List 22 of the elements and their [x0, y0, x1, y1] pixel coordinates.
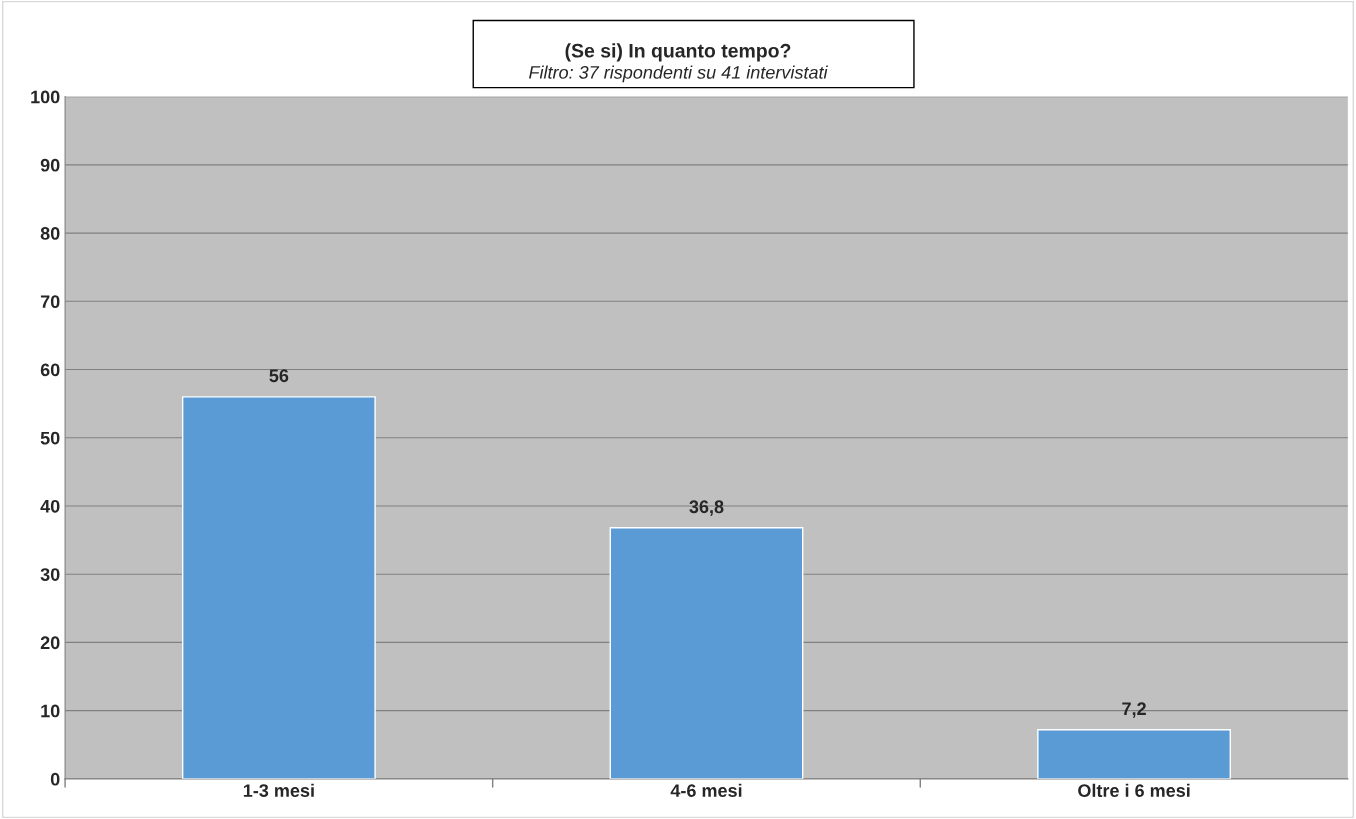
- chart-subtitle: Filtro: 37 rispondenti su 41 intervistati: [529, 65, 828, 83]
- y-tick-label: 20: [40, 636, 60, 650]
- y-tick-label: 10: [41, 704, 60, 718]
- x-tick-label: 4-6 mesi: [670, 783, 742, 797]
- chart-title: (Se si) In quanto tempo?: [565, 43, 791, 62]
- x-tick-label: Oltre i 6 mesi: [1078, 783, 1190, 797]
- y-tick-label: 90: [40, 158, 60, 172]
- bar: [1037, 729, 1231, 779]
- y-tick-label: 50: [40, 431, 60, 445]
- data-label: 36,8: [689, 500, 724, 516]
- y-tick-label: 70: [40, 295, 60, 309]
- y-tick-label: 100: [31, 90, 60, 104]
- y-tick-label: 0: [50, 772, 60, 786]
- y-tick-label: 40: [40, 499, 60, 513]
- y-tick-label: 60: [40, 363, 60, 377]
- bar: [181, 396, 376, 779]
- x-tick-label: 1-3 mesi: [243, 783, 314, 798]
- y-tick-label: 80: [40, 227, 60, 240]
- data-label: 56: [269, 369, 289, 383]
- data-label: 7,2: [1122, 702, 1146, 718]
- bar: [609, 527, 804, 779]
- y-tick-label: 30: [40, 568, 60, 581]
